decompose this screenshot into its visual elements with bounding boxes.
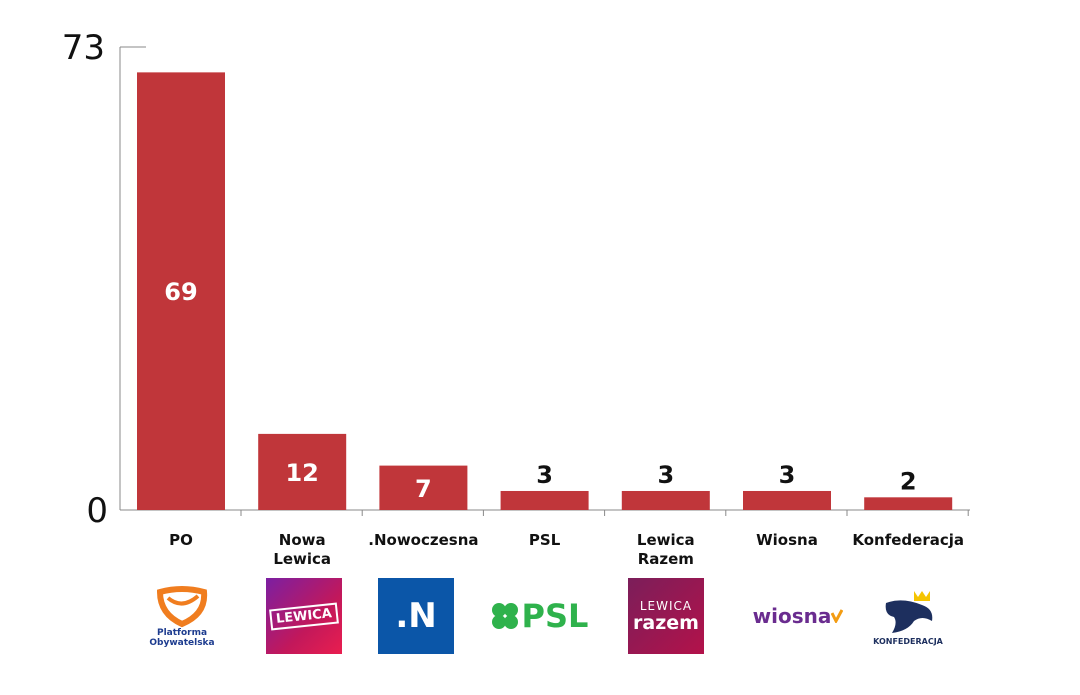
platforma-obywatelska-logo: Platforma Obywatelska xyxy=(142,578,222,654)
y-tick-label-max: 73 xyxy=(62,28,105,68)
data-label-3: 3 xyxy=(536,461,553,489)
nowoczesna-logo: .N xyxy=(378,578,454,654)
razem-logo-line1: LEWICA xyxy=(639,599,693,613)
category-label-0-0: PO xyxy=(169,531,193,549)
bar-0 xyxy=(137,72,225,510)
wiosna-logo: wiosna xyxy=(746,578,850,654)
lewica-logo-text: LEWICA xyxy=(269,602,339,630)
eagle-icon xyxy=(885,590,933,633)
psl-logo: PSL xyxy=(486,578,590,654)
category-label-5-0: Wiosna xyxy=(756,531,818,549)
nowoczesna-logo-text: .N xyxy=(395,596,437,636)
category-label-4-0: Lewica xyxy=(637,531,695,549)
lewica-logo: LEWICA xyxy=(266,578,342,654)
data-label-1: 12 xyxy=(285,459,318,487)
data-label-5: 3 xyxy=(779,461,796,489)
category-label-4-1: Razem xyxy=(638,550,694,568)
bar-2 xyxy=(379,465,468,510)
category-label-1-0: Nowa xyxy=(279,531,326,549)
y-tick-label-min: 0 xyxy=(86,491,108,531)
konfederacja-logo: KONFEDERACJA xyxy=(868,578,948,654)
po-swoosh-icon xyxy=(156,586,208,628)
clover-icon xyxy=(491,603,518,629)
bar-4 xyxy=(621,490,710,510)
bar-3 xyxy=(500,490,589,510)
wiosna-check-icon xyxy=(831,609,844,623)
data-label-6: 2 xyxy=(900,467,917,495)
psl-logo-text: PSL xyxy=(521,597,589,635)
bar-6 xyxy=(864,497,953,510)
data-label-2: 7 xyxy=(415,475,432,503)
lewica-razem-logo: LEWICA razem xyxy=(628,578,704,654)
category-label-1-1: Lewica xyxy=(273,550,331,568)
razem-logo-line2: razem xyxy=(633,612,699,634)
category-label-6-0: Konfederacja xyxy=(852,531,964,549)
bar-1 xyxy=(258,433,347,510)
po-logo-line2: Obywatelska xyxy=(149,638,215,648)
po-logo-line1: Platforma xyxy=(156,628,208,638)
konfederacja-logo-text: KONFEDERACJA xyxy=(873,636,943,646)
category-label-2-0: .Nowoczesna xyxy=(368,531,478,549)
wiosna-logo-text: wiosna xyxy=(752,604,832,628)
data-label-4: 3 xyxy=(657,461,674,489)
data-label-0: 69 xyxy=(164,278,197,306)
bar-5 xyxy=(743,490,831,510)
category-label-3-0: PSL xyxy=(529,531,561,549)
